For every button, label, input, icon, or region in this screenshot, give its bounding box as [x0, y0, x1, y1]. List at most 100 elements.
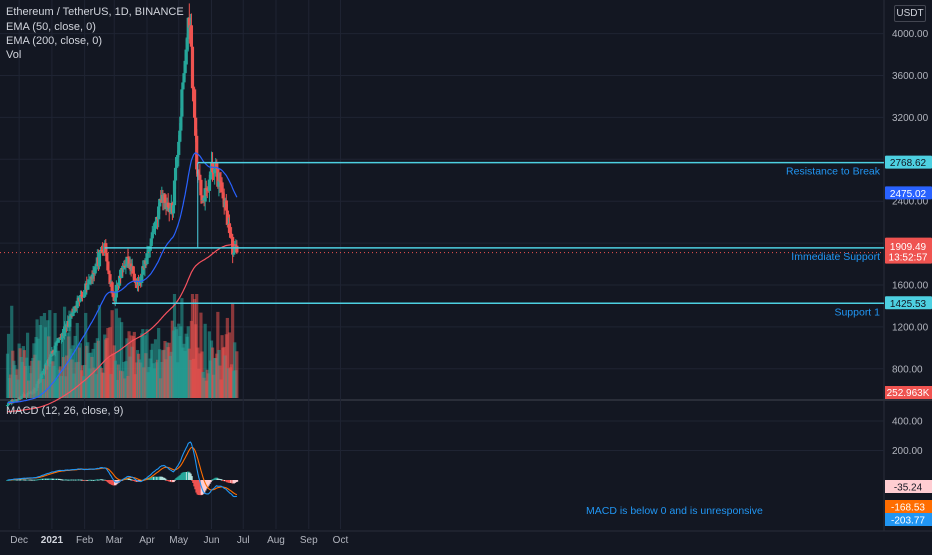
- candles: [5, 3, 239, 407]
- candle-body: [200, 195, 204, 201]
- chart-title: Ethereum / TetherUS, 1D, BINANCE: [6, 6, 184, 18]
- candle-body: [157, 206, 161, 220]
- macd-hist-bar: [173, 480, 176, 481]
- candle-body: [168, 208, 172, 213]
- candle-body: [13, 399, 17, 401]
- price-label: 1425.53: [890, 299, 927, 310]
- candle-body: [78, 295, 83, 302]
- candle-body: [181, 82, 185, 90]
- volume-bar: [97, 305, 102, 398]
- macd-legend[interactable]: MACD (12, 26, close, 9): [6, 405, 124, 417]
- macd-tick-label: 400.00: [892, 417, 923, 428]
- candle-body: [173, 167, 178, 181]
- volume-bar: [54, 342, 58, 398]
- candle-body: [153, 221, 158, 229]
- time-tick-label: Aug: [267, 535, 285, 546]
- currency-button[interactable]: USDT: [894, 5, 926, 22]
- time-tick-label: Feb: [76, 535, 94, 546]
- candle-body: [215, 162, 219, 169]
- candle-body: [218, 180, 222, 182]
- volume-bar: [210, 347, 215, 398]
- candle-body: [93, 266, 97, 274]
- volume-bar: [25, 332, 30, 398]
- candle-body: [10, 400, 14, 404]
- volume-bar: [71, 345, 75, 398]
- volume-bar: [75, 322, 79, 398]
- price-tick-label: 1600.00: [892, 281, 929, 292]
- candle-body: [176, 154, 180, 158]
- volume-value-label: 252.963K: [887, 388, 930, 399]
- candle-body: [80, 296, 85, 298]
- volume-bar: [195, 294, 199, 398]
- volume-bar: [43, 327, 48, 398]
- volume-bar: [158, 349, 162, 398]
- candle-body: [205, 188, 209, 190]
- candle-body: [79, 295, 84, 297]
- macd-value-label: -168.53: [891, 503, 925, 514]
- candle-body: [151, 230, 155, 233]
- macd-hist-bar: [235, 480, 239, 482]
- volume-bar: [62, 306, 67, 398]
- candle-body: [73, 306, 77, 312]
- price-tick-label: 2400.00: [892, 197, 929, 208]
- candle-body: [114, 284, 118, 298]
- candle-body: [117, 275, 122, 286]
- candle-body: [191, 88, 196, 90]
- candle-body: [106, 261, 110, 271]
- candle-body: [194, 117, 198, 136]
- ema200-line: [7, 244, 237, 413]
- price-tick-label: 4000.00: [892, 29, 929, 40]
- level-label: Support 1: [834, 306, 880, 318]
- volume-bar: [190, 294, 195, 398]
- volume-bar: [227, 332, 232, 398]
- macd-line: [7, 441, 237, 498]
- candle-body: [83, 294, 87, 297]
- volume-bar: [235, 351, 239, 398]
- macd-label-bg: [885, 513, 932, 526]
- ema50-line: [7, 151, 238, 404]
- ema50-legend[interactable]: EMA (50, close, 0): [6, 21, 96, 33]
- volume-legend[interactable]: Vol: [6, 49, 22, 61]
- candle-body: [180, 89, 184, 117]
- candle-body: [108, 274, 112, 284]
- time-tick-label: Apr: [139, 535, 155, 546]
- level-label: Immediate Support: [791, 251, 880, 263]
- macd-hist-bar: [163, 478, 167, 480]
- volume-bar: [233, 342, 237, 398]
- candle-body: [143, 260, 147, 269]
- volume-bar: [6, 333, 11, 398]
- candle-body: [208, 174, 213, 180]
- volume-bar: [125, 338, 129, 398]
- candle-body: [232, 252, 236, 255]
- candle-body: [166, 202, 170, 208]
- candle-body: [227, 223, 232, 233]
- candle-body: [229, 234, 234, 238]
- macd-annotation: MACD is below 0 and is unresponsive: [586, 505, 763, 517]
- candle-body: [179, 116, 183, 131]
- candle-body: [149, 238, 153, 247]
- candle-body: [198, 174, 202, 180]
- time-tick-label: May: [169, 535, 188, 546]
- price-label-bg: [885, 296, 932, 310]
- candle-body: [178, 130, 182, 142]
- candle-body: [110, 282, 114, 294]
- price-tick-label: 1200.00: [892, 322, 929, 333]
- candle-body: [120, 268, 124, 278]
- candle-body: [107, 270, 111, 275]
- price-label: 1909.49: [890, 242, 927, 253]
- candle-body: [105, 252, 109, 262]
- candle-body: [71, 312, 75, 316]
- candle-body: [94, 264, 98, 267]
- price-label: 2475.02: [890, 189, 927, 200]
- candle-body: [97, 252, 102, 267]
- time-tick-label: 2021: [41, 535, 64, 546]
- ema200-legend[interactable]: EMA (200, close, 0): [6, 35, 102, 47]
- candle-body: [185, 39, 189, 50]
- candle-body: [123, 265, 127, 267]
- candle-body: [152, 228, 157, 231]
- candle-body: [203, 188, 207, 202]
- candle-body: [125, 256, 129, 265]
- volume-bar: [114, 308, 118, 398]
